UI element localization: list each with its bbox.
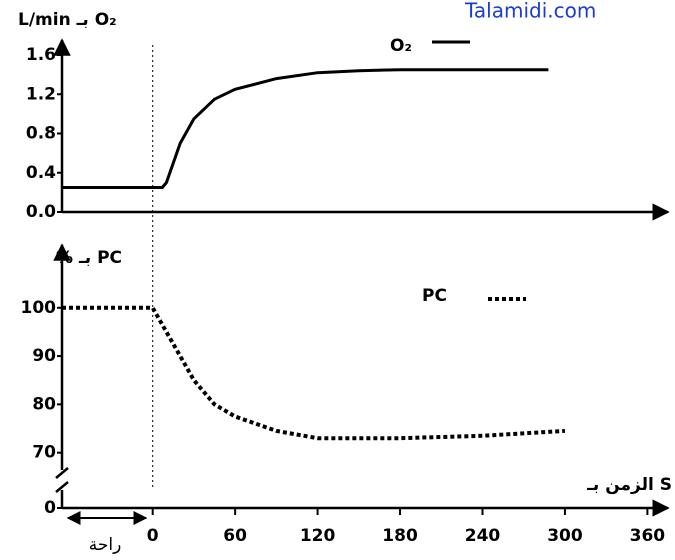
y-tick-label: 1.2 (26, 84, 56, 104)
y-tick-label: 100 (21, 298, 57, 318)
x-tick-label: 60 (223, 526, 247, 546)
y-tick-label: 80 (32, 394, 56, 414)
y-tick-label: 70 (32, 443, 56, 463)
legend-label: PC (422, 286, 447, 306)
y-tick-label: 90 (32, 346, 56, 366)
x-axis-label: الزمن بـ S (586, 475, 672, 495)
y-axis-label: L/min بـ O₂ (18, 10, 117, 30)
x-tick-label: 240 (465, 526, 501, 546)
x-tick-label: 180 (382, 526, 418, 546)
data-line (62, 68, 549, 189)
y-axis-label: % بـ PC (56, 248, 122, 268)
x-tick-label: 120 (300, 526, 336, 546)
y-tick-label: 1.6 (26, 45, 56, 65)
y-tick-label: 0.8 (26, 124, 56, 144)
y-tick-label: 0.0 (26, 202, 56, 222)
x-tick-label: 360 (630, 526, 666, 546)
y-tick-label: 0 (44, 498, 56, 518)
y-tick-label: 0.4 (26, 163, 56, 183)
data-line (62, 305, 566, 441)
watermark: Talamidi.com (464, 0, 596, 23)
axis-break (55, 467, 69, 493)
rest-label: راحة (89, 535, 122, 555)
legend-label: O₂ (390, 36, 412, 56)
x-tick-label: 0 (147, 526, 159, 546)
x-tick-label: 300 (547, 526, 583, 546)
